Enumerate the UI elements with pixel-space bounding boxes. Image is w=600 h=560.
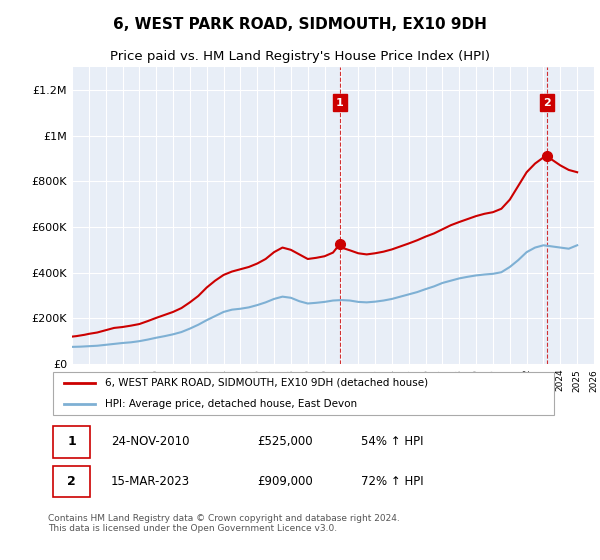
Text: 24-NOV-2010: 24-NOV-2010	[110, 435, 189, 449]
Text: 1: 1	[336, 98, 344, 108]
Text: 72% ↑ HPI: 72% ↑ HPI	[361, 475, 424, 488]
Text: 2: 2	[67, 475, 76, 488]
Text: Contains HM Land Registry data © Crown copyright and database right 2024.
This d: Contains HM Land Registry data © Crown c…	[48, 514, 400, 534]
Text: £909,000: £909,000	[257, 475, 313, 488]
Text: 54% ↑ HPI: 54% ↑ HPI	[361, 435, 424, 449]
FancyBboxPatch shape	[53, 426, 90, 458]
Text: 6, WEST PARK ROAD, SIDMOUTH, EX10 9DH (detached house): 6, WEST PARK ROAD, SIDMOUTH, EX10 9DH (d…	[106, 378, 428, 388]
Text: 2: 2	[543, 98, 551, 108]
Text: £525,000: £525,000	[257, 435, 313, 449]
Text: Price paid vs. HM Land Registry's House Price Index (HPI): Price paid vs. HM Land Registry's House …	[110, 50, 490, 63]
FancyBboxPatch shape	[53, 372, 554, 415]
Text: 1: 1	[67, 435, 76, 449]
Text: HPI: Average price, detached house, East Devon: HPI: Average price, detached house, East…	[106, 399, 358, 409]
FancyBboxPatch shape	[53, 466, 90, 497]
Text: 6, WEST PARK ROAD, SIDMOUTH, EX10 9DH: 6, WEST PARK ROAD, SIDMOUTH, EX10 9DH	[113, 17, 487, 32]
Text: 15-MAR-2023: 15-MAR-2023	[110, 475, 190, 488]
